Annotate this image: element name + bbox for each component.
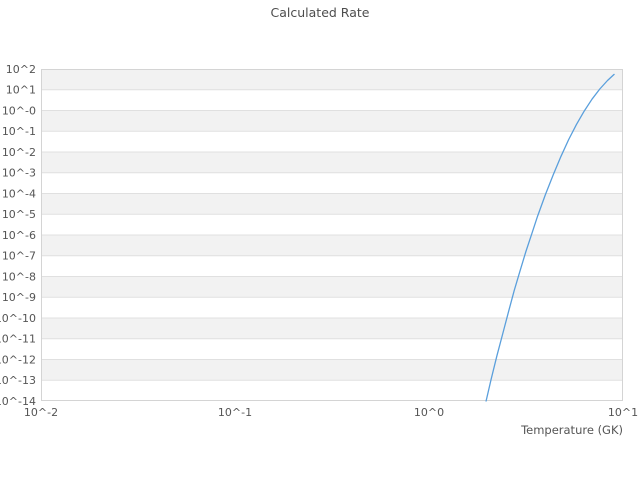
grid-band <box>41 69 623 90</box>
x-tick-label: 10^0 <box>414 406 444 419</box>
plot-border <box>41 69 623 401</box>
x-tick-label: 10^-1 <box>218 406 252 419</box>
y-tick-label: 10^-14 <box>0 395 36 408</box>
y-tick-label: 10^-1 <box>2 125 36 138</box>
rate-curve <box>485 73 615 402</box>
x-axis-label: Temperature (GK) <box>520 423 623 437</box>
grid-band <box>41 359 623 381</box>
y-tick-label: 10^-4 <box>2 187 36 200</box>
grid-band <box>41 235 623 256</box>
grid-band <box>41 152 623 173</box>
y-tick-label: 10^-3 <box>2 167 36 180</box>
y-tick-label: 10^-11 <box>0 333 36 346</box>
chart-title: Calculated Rate <box>271 5 370 20</box>
y-tick-label: 10^-6 <box>2 229 36 242</box>
grid-band <box>41 193 623 215</box>
y-tick-label: 10^-10 <box>0 312 36 325</box>
y-tick-label: 10^-7 <box>2 250 36 263</box>
y-tick-label: 10^1 <box>6 84 36 97</box>
y-tick-label: 10^2 <box>6 63 36 76</box>
y-tick-label: 10^-8 <box>2 270 36 283</box>
grid-band <box>41 110 623 132</box>
y-tick-label: 10^-5 <box>2 208 36 221</box>
x-tick-label: 10^-2 <box>24 406 58 419</box>
y-tick-label: 10^-13 <box>0 374 36 387</box>
grid-band <box>41 276 623 298</box>
plot-area: 10^2 10^1 10^-0 10^-1 10^-2 10^-3 10^-4 10^-5 10… <box>0 63 638 419</box>
y-tick-label: 10^-2 <box>2 146 36 159</box>
y-tick-label: 10^-0 <box>2 104 36 117</box>
y-tick-label: 10^-9 <box>2 291 36 304</box>
y-tick-label: 10^-12 <box>0 353 36 366</box>
x-tick-label: 10^1 <box>608 406 638 419</box>
grid-band <box>41 318 623 339</box>
